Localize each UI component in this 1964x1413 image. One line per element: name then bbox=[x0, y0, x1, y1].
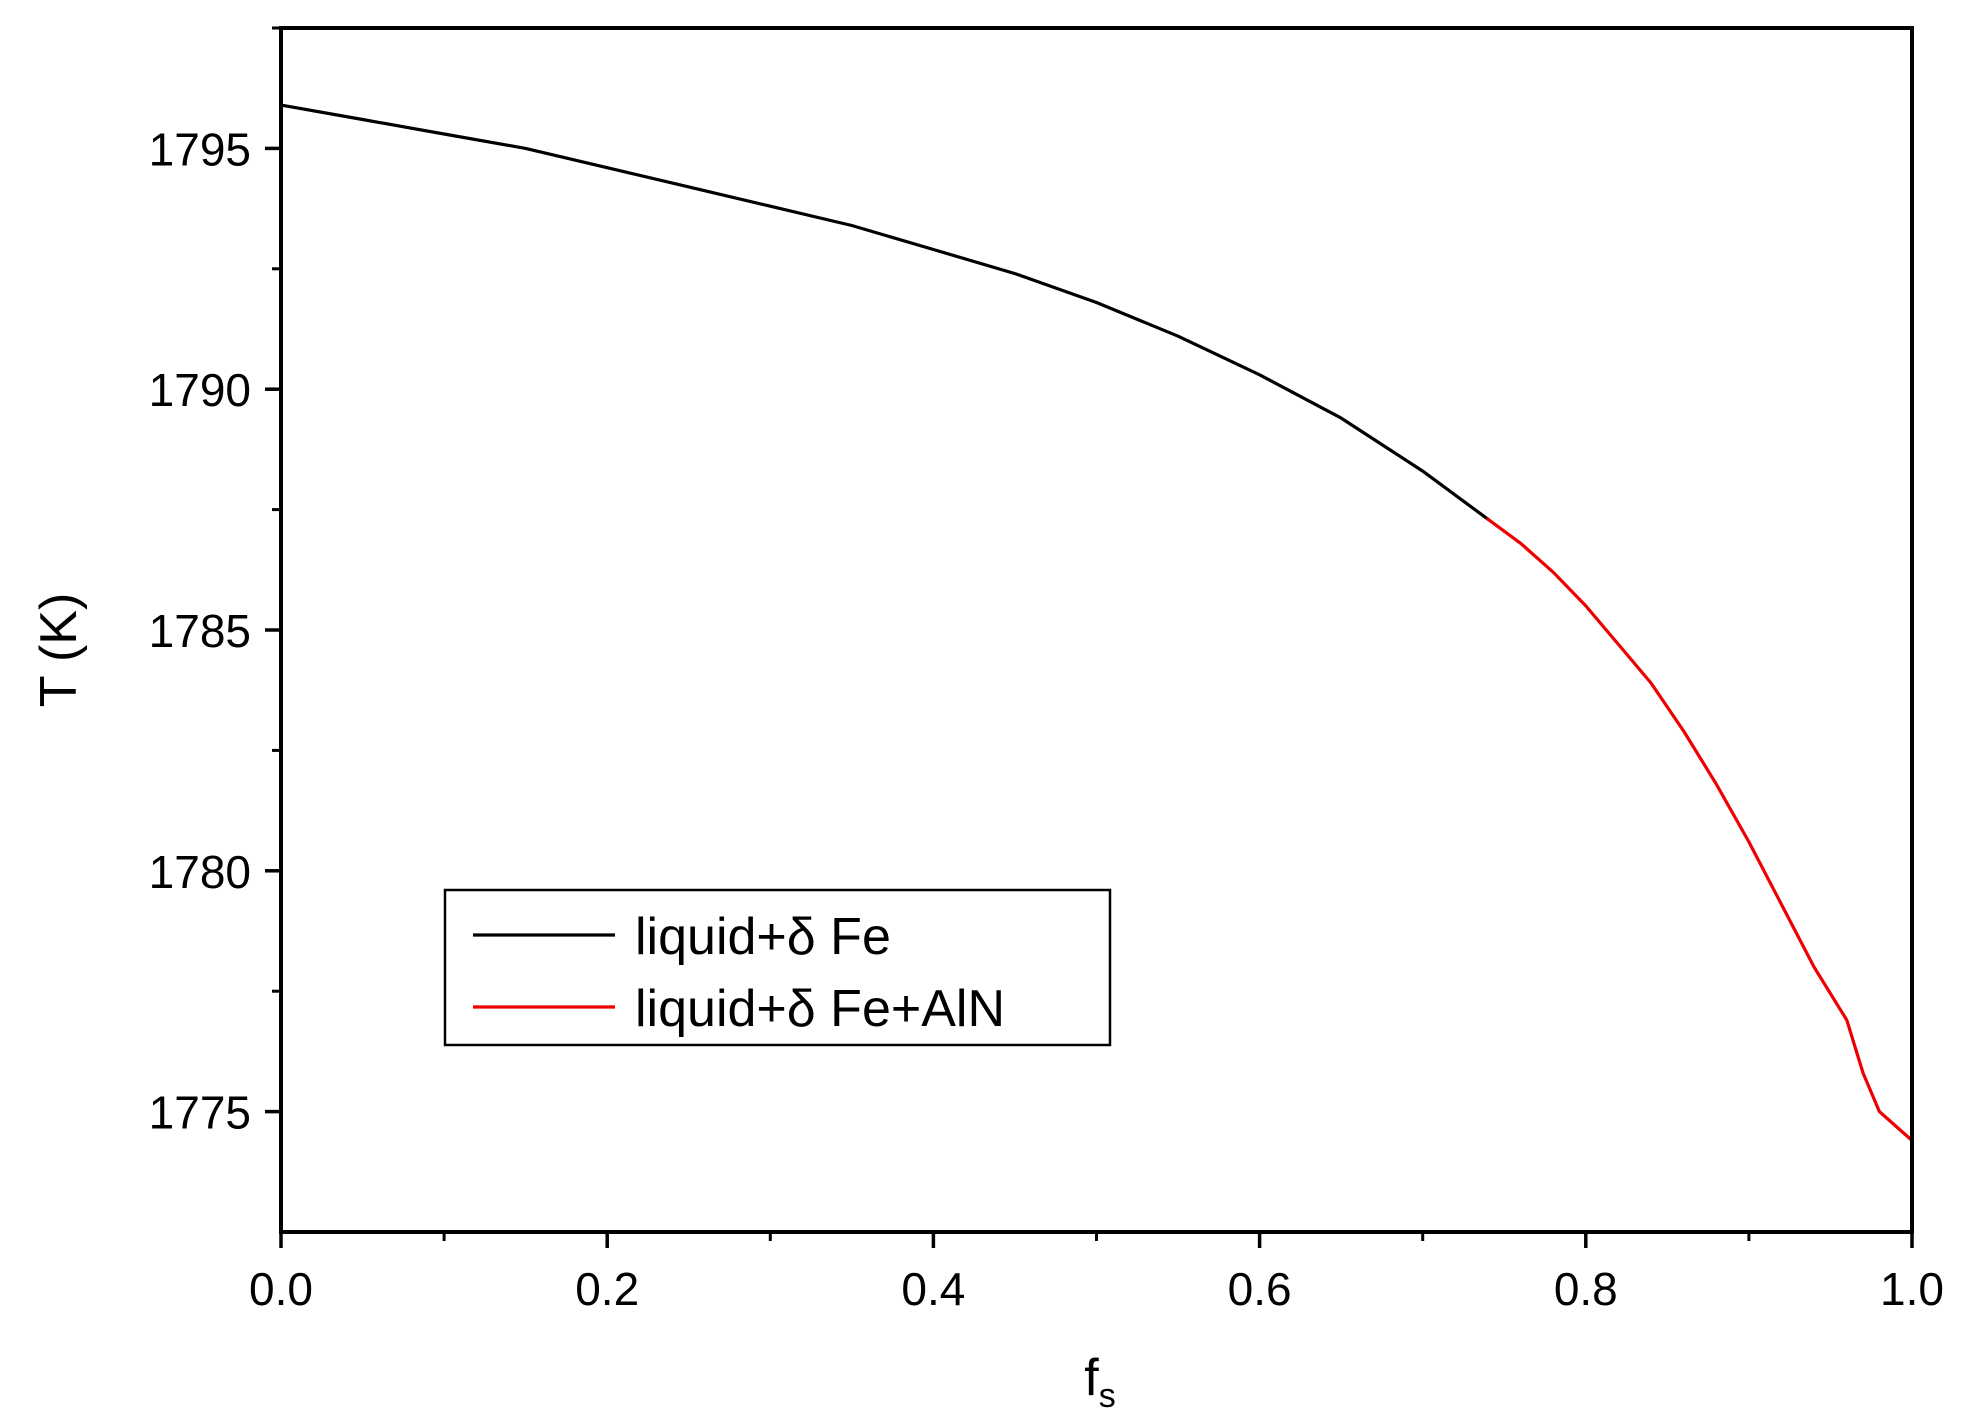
legend-label-1: liquid+δ Fe bbox=[635, 908, 891, 966]
y-tick-label: 1795 bbox=[149, 123, 251, 175]
x-tick-label: 0.4 bbox=[901, 1263, 965, 1315]
y-tick-label: 1775 bbox=[149, 1087, 251, 1139]
x-axis-title-main: f bbox=[1084, 1349, 1099, 1407]
legend-label-2: liquid+δ Fe+AlN bbox=[635, 980, 1005, 1038]
y-tick-label: 1785 bbox=[149, 605, 251, 657]
legend-box bbox=[443, 888, 1112, 1047]
y-tick-label: 1780 bbox=[149, 846, 251, 898]
plot-frame bbox=[279, 26, 1914, 1234]
x-tick-label: 0.8 bbox=[1554, 1263, 1618, 1315]
axes: 0.0 0.2 0.4 0.6 0.8 1.0 1775 1780 1785 1790 1795 bbox=[149, 26, 1944, 1315]
plot-area bbox=[279, 103, 1914, 1143]
y-axis-title: T (K) bbox=[30, 593, 88, 708]
x-tick-label: 0.6 bbox=[1228, 1263, 1292, 1315]
y-tick-label: 1790 bbox=[149, 364, 251, 416]
x-tick-label: 0.2 bbox=[575, 1263, 639, 1315]
x-axis-title: fs bbox=[1084, 1349, 1115, 1413]
legend: liquid+δ Fe liquid+δ Fe+AlN bbox=[443, 888, 1112, 1047]
x-tick-label: 0.0 bbox=[249, 1263, 313, 1315]
x-axis-title-subscript: s bbox=[1099, 1377, 1116, 1413]
series-line-2 bbox=[1486, 517, 1914, 1143]
x-tick-label: 1.0 bbox=[1880, 1263, 1944, 1315]
series-line-1 bbox=[279, 103, 1490, 521]
